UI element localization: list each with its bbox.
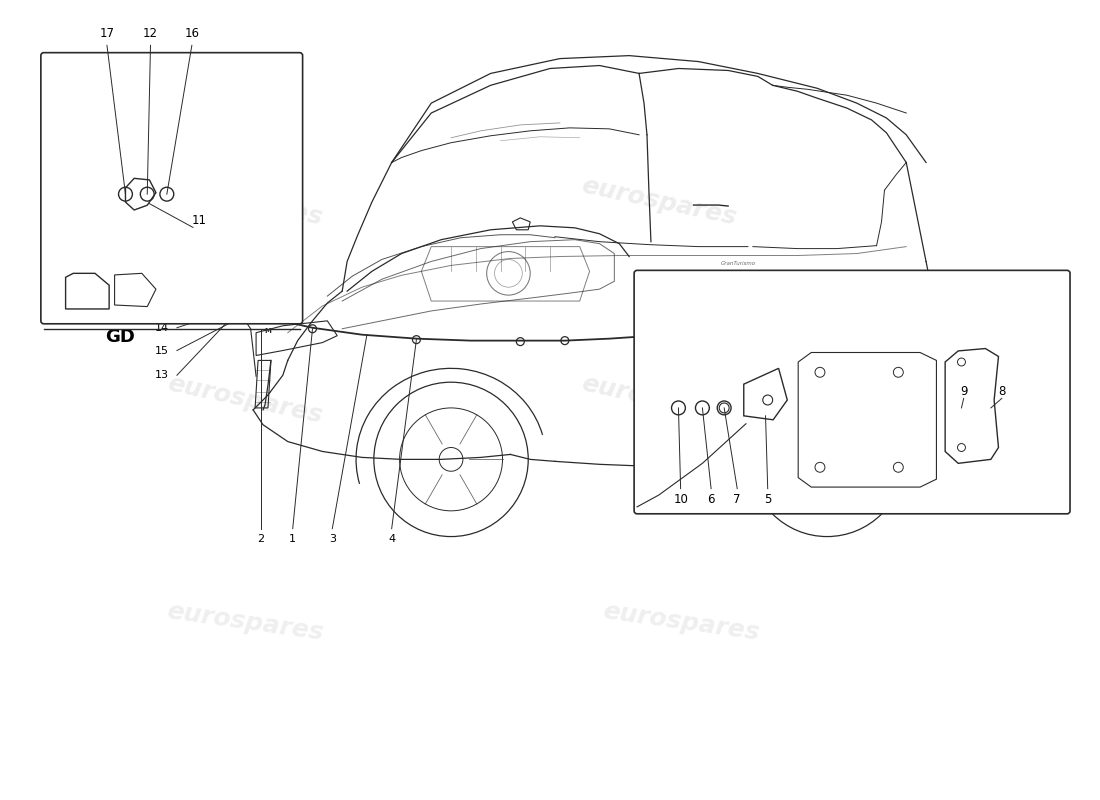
FancyBboxPatch shape — [41, 53, 302, 324]
Text: eurospares: eurospares — [165, 372, 324, 428]
FancyBboxPatch shape — [634, 270, 1070, 514]
Text: 5: 5 — [764, 494, 771, 506]
Text: 7: 7 — [734, 494, 741, 506]
Text: 4: 4 — [388, 534, 395, 543]
Text: eurospares: eurospares — [579, 174, 739, 230]
Text: 17: 17 — [99, 26, 114, 40]
Text: 1: 1 — [289, 534, 296, 543]
Text: 6: 6 — [707, 494, 715, 506]
Text: 10: 10 — [673, 494, 689, 506]
Text: M: M — [264, 328, 272, 334]
Text: 3: 3 — [329, 534, 336, 543]
Text: 13: 13 — [155, 370, 169, 380]
Text: 16: 16 — [185, 26, 199, 40]
Text: GranTurismo: GranTurismo — [720, 261, 756, 266]
Text: eurospares: eurospares — [601, 598, 760, 645]
Text: GD: GD — [106, 328, 135, 346]
Text: 8: 8 — [998, 386, 1005, 398]
Text: 2: 2 — [257, 534, 265, 543]
Text: eurospares: eurospares — [165, 598, 326, 645]
Text: 15: 15 — [155, 346, 169, 355]
Text: 12: 12 — [143, 26, 158, 40]
Text: 14: 14 — [155, 322, 169, 333]
Text: eurospares: eurospares — [579, 372, 739, 428]
Text: eurospares: eurospares — [165, 174, 324, 230]
Text: 9: 9 — [960, 386, 967, 398]
Text: 11: 11 — [192, 214, 207, 227]
